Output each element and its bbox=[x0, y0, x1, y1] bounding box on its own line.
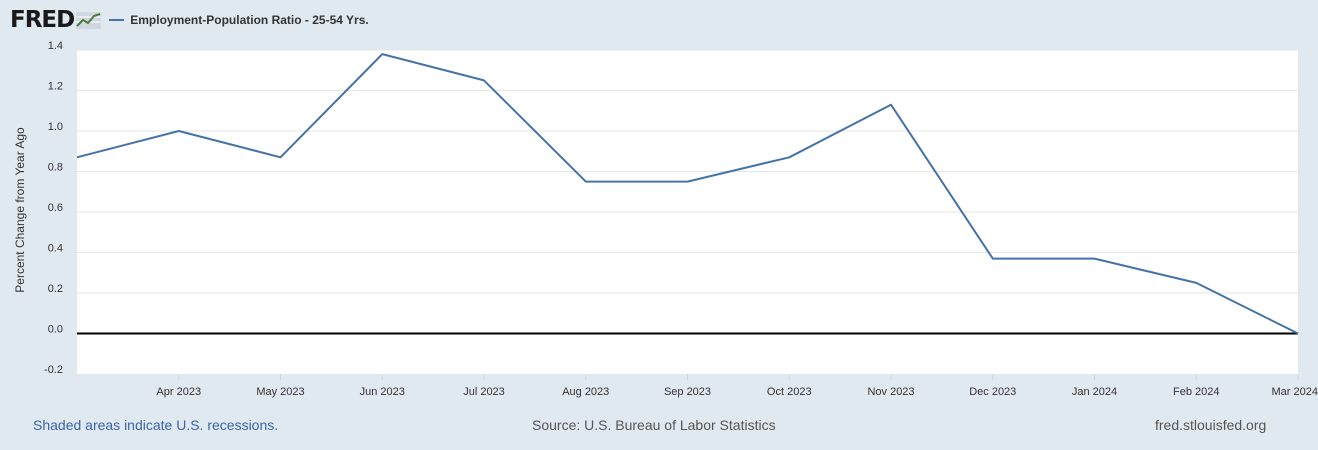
line-chart-icon bbox=[76, 12, 102, 29]
y-tick-label: 0.4 bbox=[48, 243, 63, 255]
line-chart: 1.4 1.2 1.0 0.8 0.6 0.4 0.2 0.0 -0.2 Apr 2023 May… bbox=[13, 40, 1318, 398]
y-tick-label: 0.8 bbox=[48, 162, 63, 174]
gridlines bbox=[77, 49, 1298, 294]
legend-swatch bbox=[109, 19, 125, 21]
chart-legend: Employment-Population Ratio - 25-54 Yrs. bbox=[109, 13, 369, 27]
legend-label: Employment-Population Ratio - 25-54 Yrs. bbox=[130, 13, 369, 27]
x-tick-label: Jun 2023 bbox=[360, 386, 405, 398]
series-line bbox=[76, 53, 1299, 335]
y-tick-label: 0.6 bbox=[48, 202, 63, 214]
y-tick-label: 1.4 bbox=[48, 40, 63, 52]
x-tick-label: Mar 2024 bbox=[1272, 386, 1318, 398]
fred-logo[interactable]: FRED bbox=[10, 7, 102, 33]
x-tick-label: Apr 2023 bbox=[156, 386, 201, 398]
recessions-note[interactable]: Shaded areas indicate U.S. recessions. bbox=[33, 417, 279, 433]
x-tick-label: Sep 2023 bbox=[664, 386, 711, 398]
x-tick-label: Oct 2023 bbox=[767, 386, 812, 398]
y-axis-ticks: 1.4 1.2 1.0 0.8 0.6 0.4 0.2 0.0 -0.2 bbox=[44, 40, 63, 376]
y-tick-label: 1.2 bbox=[48, 81, 63, 93]
x-axis-ticks: Apr 2023 May 2023 Jun 2023 Jul 2023 Aug 2023… bbox=[156, 374, 1318, 398]
x-tick-label: Aug 2023 bbox=[562, 386, 609, 398]
y-tick-label: 0.0 bbox=[48, 324, 63, 336]
x-tick-label: Jan 2024 bbox=[1072, 386, 1117, 398]
logo-text: FRED bbox=[10, 7, 75, 33]
x-tick-label: Nov 2023 bbox=[867, 386, 914, 398]
chart-header: FRED Employment-Population Ratio - 25-54… bbox=[10, 6, 369, 34]
y-tick-label: -0.2 bbox=[44, 364, 63, 376]
x-tick-label: Jul 2023 bbox=[463, 386, 505, 398]
y-axis-label: Percent Change from Year Ago bbox=[13, 127, 27, 293]
y-tick-label: 0.2 bbox=[48, 283, 63, 295]
y-tick-label: 1.0 bbox=[48, 121, 63, 133]
source-text: Source: U.S. Bureau of Labor Statistics bbox=[532, 417, 776, 433]
x-tick-label: Feb 2024 bbox=[1173, 386, 1219, 398]
site-link[interactable]: fred.stlouisfed.org bbox=[1155, 417, 1267, 433]
x-tick-label: Dec 2023 bbox=[969, 386, 1016, 398]
x-tick-label: May 2023 bbox=[256, 386, 304, 398]
